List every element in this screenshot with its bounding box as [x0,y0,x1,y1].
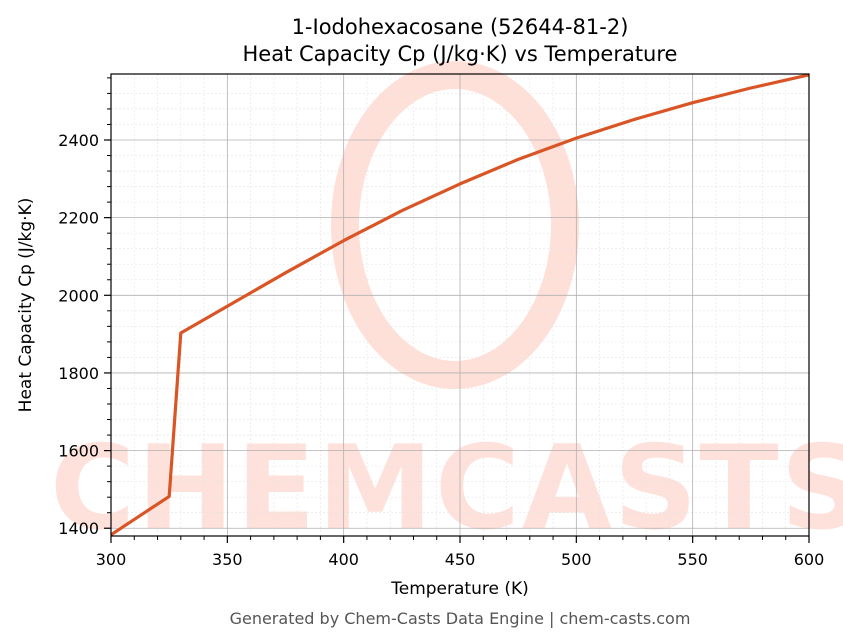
watermark-text: CHEMCASTS [50,421,843,556]
x-axis-label: Temperature (K) [390,579,529,599]
x-tick-label: 550 [677,550,708,569]
watermark-logo-ring [331,61,579,389]
x-tick-label: 500 [561,550,592,569]
y-tick-label: 2000 [58,286,99,305]
y-tick-label: 1400 [58,519,99,538]
series-line [110,73,810,537]
x-tick-label: 350 [212,550,243,569]
y-tick-label: 2200 [58,209,99,228]
grid [110,74,810,536]
y-tick-label: 1600 [58,442,99,461]
y-tick-label: 1800 [58,364,99,383]
y-axis-label: Heat Capacity Cp (J/kg·K) [16,198,36,413]
axis-ticks: 300 350 400 450 500 550 600 1400 1600 1800 2000 220… [58,77,825,569]
x-tick-label: 300 [96,550,127,569]
y-tick-label: 2400 [58,131,99,150]
x-tick-label: 400 [328,550,359,569]
x-tick-label: 600 [794,550,825,569]
chart-subtitle: Heat Capacity Cp (J/kg·K) vs Temperature [243,42,678,66]
chart-title: 1-Iodohexacosane (52644-81-2) [292,15,629,39]
watermark: CHEMCASTS [50,61,843,556]
x-tick-label: 450 [445,550,476,569]
footer-credit: Generated by Chem-Casts Data Engine | ch… [230,609,691,628]
